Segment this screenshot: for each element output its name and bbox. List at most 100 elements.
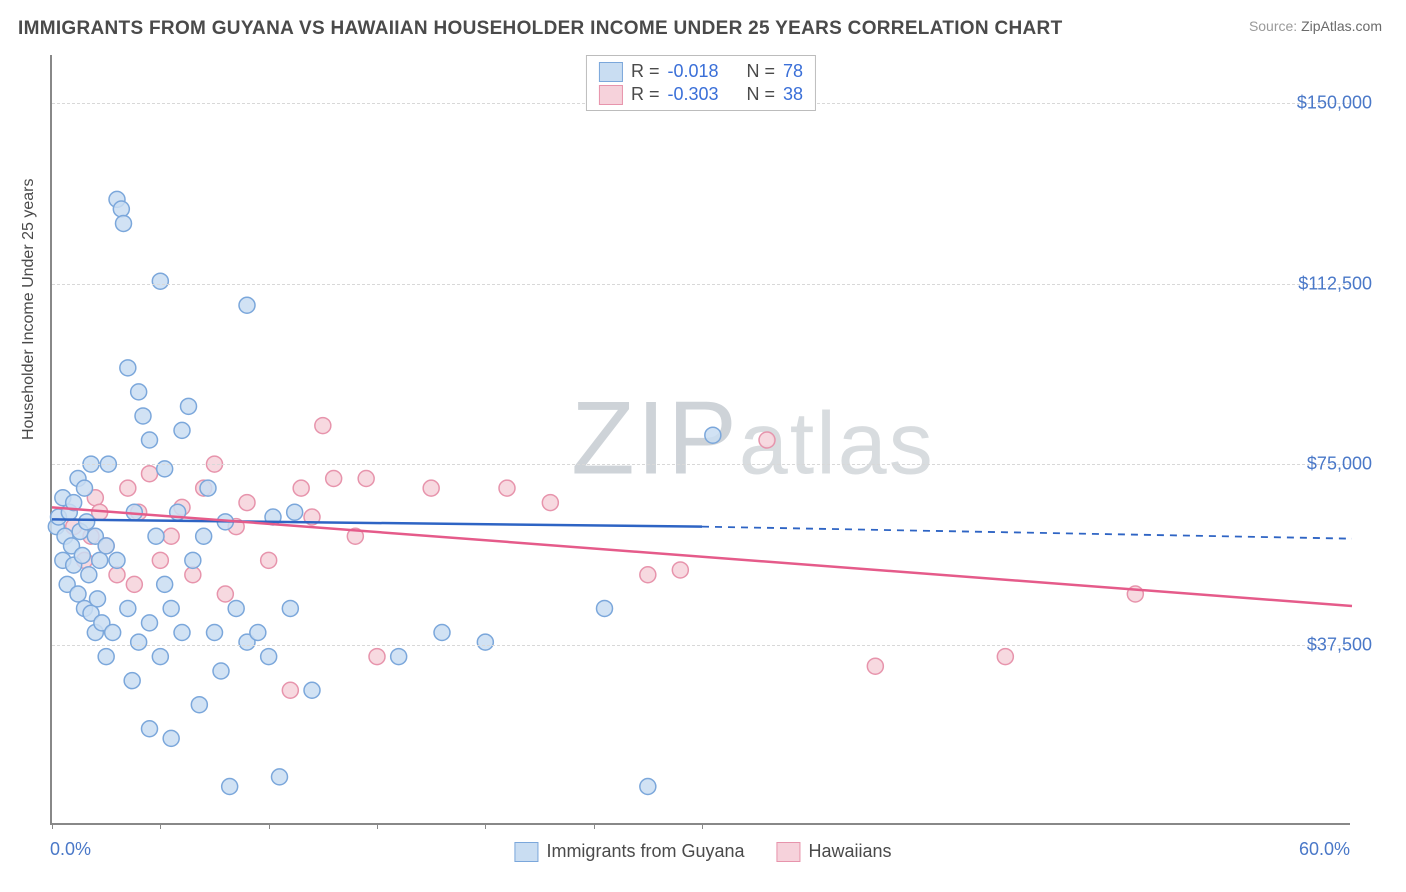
x-tick: [377, 823, 378, 829]
scatter-point: [369, 649, 385, 665]
scatter-point: [196, 528, 212, 544]
swatch-series2: [599, 85, 623, 105]
scatter-point: [98, 649, 114, 665]
x-tick: [485, 823, 486, 829]
n-label: N =: [747, 61, 776, 82]
gridline: [52, 464, 1350, 465]
scatter-point: [250, 625, 266, 641]
scatter-point: [131, 384, 147, 400]
scatter-svg: [52, 55, 1350, 823]
scatter-point: [261, 552, 277, 568]
chart-title: IMMIGRANTS FROM GUYANA VS HAWAIIAN HOUSE…: [18, 18, 1062, 40]
scatter-point: [152, 273, 168, 289]
scatter-point: [672, 562, 688, 578]
r-value-series2: -0.303: [667, 84, 718, 105]
y-tick-label: $37,500: [1307, 634, 1372, 655]
scatter-point: [142, 615, 158, 631]
scatter-point: [358, 471, 374, 487]
scatter-point: [148, 528, 164, 544]
source-label: Source:: [1249, 18, 1297, 34]
legend-label-series1: Immigrants from Guyana: [546, 841, 744, 862]
scatter-point: [867, 658, 883, 674]
scatter-point: [90, 591, 106, 607]
scatter-point: [109, 567, 125, 583]
scatter-point: [98, 538, 114, 554]
scatter-point: [70, 586, 86, 602]
scatter-point: [640, 567, 656, 583]
scatter-point: [92, 552, 108, 568]
scatter-point: [759, 432, 775, 448]
scatter-point: [142, 721, 158, 737]
scatter-point: [222, 779, 238, 795]
y-axis-label: Householder Income Under 25 years: [20, 179, 38, 440]
x-tick: [160, 823, 161, 829]
scatter-point: [152, 649, 168, 665]
scatter-point: [174, 625, 190, 641]
scatter-point: [113, 201, 129, 217]
r-label: R =: [631, 84, 660, 105]
scatter-point: [135, 408, 151, 424]
scatter-point: [163, 730, 179, 746]
n-value-series1: 78: [783, 61, 803, 82]
scatter-point: [200, 480, 216, 496]
gridline: [52, 645, 1350, 646]
x-axis-max-label: 60.0%: [1299, 839, 1350, 860]
scatter-point: [185, 567, 201, 583]
correlation-stats-box: R = -0.018 N = 78 R = -0.303 N = 38: [586, 55, 816, 111]
scatter-point: [109, 552, 125, 568]
scatter-point: [185, 552, 201, 568]
x-tick: [269, 823, 270, 829]
stats-row-series1: R = -0.018 N = 78: [599, 60, 803, 83]
n-label: N =: [747, 84, 776, 105]
source-attribution: Source: ZipAtlas.com: [1249, 18, 1382, 34]
scatter-point: [282, 600, 298, 616]
scatter-point: [152, 552, 168, 568]
scatter-point: [120, 600, 136, 616]
trend-line: [52, 519, 702, 526]
scatter-point: [157, 576, 173, 592]
scatter-point: [79, 514, 95, 530]
scatter-point: [174, 422, 190, 438]
scatter-point: [293, 480, 309, 496]
scatter-point: [126, 576, 142, 592]
scatter-point: [272, 769, 288, 785]
scatter-point: [304, 682, 320, 698]
scatter-point: [120, 480, 136, 496]
legend-label-series2: Hawaiians: [809, 841, 892, 862]
trend-line: [702, 527, 1352, 539]
scatter-point: [542, 495, 558, 511]
r-label: R =: [631, 61, 660, 82]
y-tick-label: $112,500: [1298, 273, 1372, 294]
scatter-point: [423, 480, 439, 496]
x-tick: [702, 823, 703, 829]
scatter-point: [997, 649, 1013, 665]
scatter-point: [434, 625, 450, 641]
scatter-point: [142, 466, 158, 482]
x-axis-min-label: 0.0%: [50, 839, 91, 860]
x-tick: [52, 823, 53, 829]
scatter-point: [477, 634, 493, 650]
legend-swatch-series1: [514, 842, 538, 862]
scatter-point: [261, 649, 277, 665]
scatter-point: [163, 528, 179, 544]
scatter-point: [217, 586, 233, 602]
scatter-point: [116, 215, 132, 231]
scatter-point: [239, 297, 255, 313]
scatter-point: [282, 682, 298, 698]
legend: Immigrants from Guyana Hawaiians: [514, 841, 891, 862]
scatter-point: [163, 600, 179, 616]
scatter-point: [391, 649, 407, 665]
scatter-point: [181, 398, 197, 414]
plot-area: ZIPatlas R = -0.018 N = 78 R = -0.303 N …: [50, 55, 1350, 825]
scatter-point: [131, 634, 147, 650]
r-value-series1: -0.018: [667, 61, 718, 82]
n-value-series2: 38: [783, 84, 803, 105]
y-tick-label: $150,000: [1297, 93, 1372, 114]
scatter-point: [105, 625, 121, 641]
source-value: ZipAtlas.com: [1301, 18, 1382, 34]
scatter-point: [326, 471, 342, 487]
scatter-point: [213, 663, 229, 679]
scatter-point: [191, 697, 207, 713]
legend-item-series1: Immigrants from Guyana: [514, 841, 744, 862]
stats-row-series2: R = -0.303 N = 38: [599, 83, 803, 106]
